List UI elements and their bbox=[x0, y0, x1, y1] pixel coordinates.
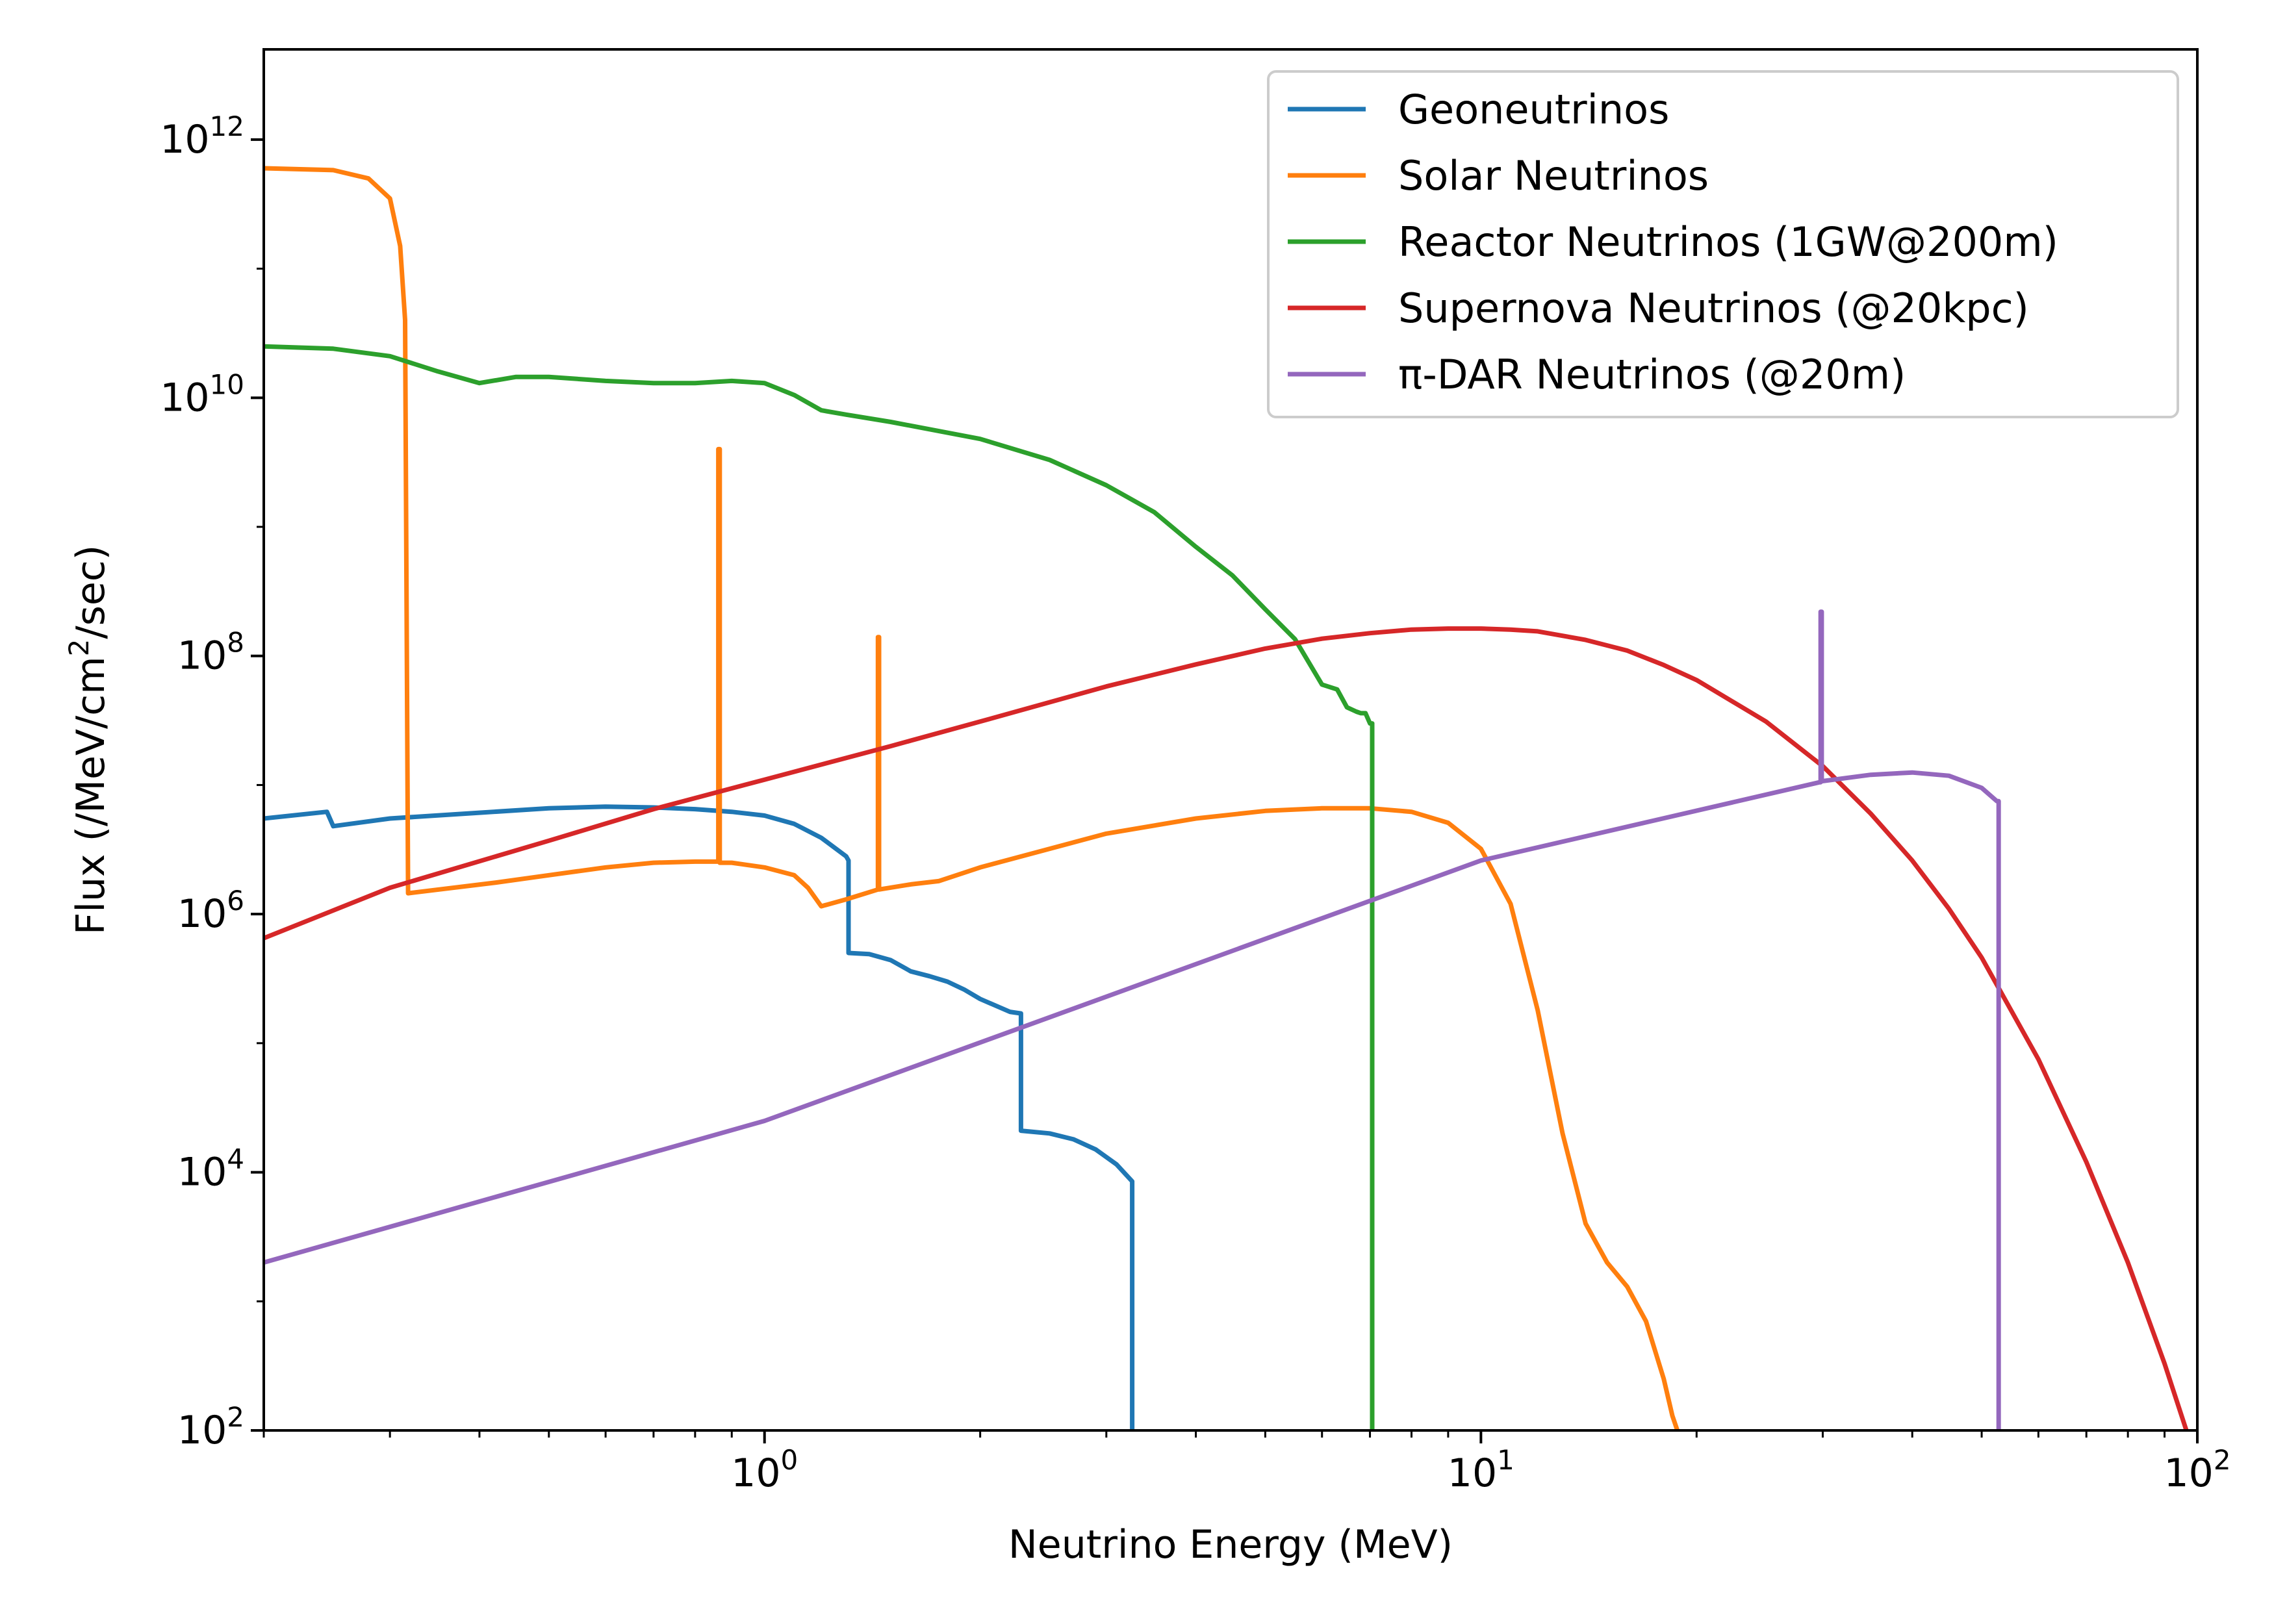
y-axis-ticks: 102 104 106 108 1010 1012 bbox=[160, 110, 264, 1453]
legend-label-dar-neutrinos-20m: π-DAR Neutrinos (@20m) bbox=[1398, 351, 1906, 398]
legend-label-reactor-neutrinos-1gw-200m: Reactor Neutrinos (1GW@200m) bbox=[1398, 218, 2058, 266]
legend-label-supernova-neutrinos-20kpc: Supernova Neutrinos (@20kpc) bbox=[1398, 285, 2029, 332]
series-line-geoneutrinos bbox=[264, 804, 1135, 1430]
series-line-supernova-neutrinos-20kpc bbox=[264, 626, 2189, 1430]
y-tick-label: 108 bbox=[177, 627, 244, 679]
legend-label-geoneutrinos: Geoneutrinos bbox=[1398, 86, 1669, 133]
y-axis-label: Flux (/MeV/cm2/sec) bbox=[63, 545, 114, 935]
series-line-reactor-neutrinos-1gw-200m bbox=[264, 344, 1375, 1430]
legend-label-solar-neutrinos: Solar Neutrinos bbox=[1398, 152, 1709, 199]
x-tick-label: 101 bbox=[1448, 1444, 1514, 1496]
series-group bbox=[264, 166, 2189, 1430]
series-line-solar-neutrinos bbox=[264, 166, 1680, 1430]
y-tick-label: 1012 bbox=[160, 110, 244, 162]
y-tick-label: 1010 bbox=[160, 368, 244, 420]
legend: Geoneutrinos Solar Neutrinos Reactor Neutr… bbox=[1267, 70, 2179, 418]
series-line-dar-neutrinos-20m bbox=[264, 609, 2001, 1430]
legend-entries: Geoneutrinos Solar Neutrinos Reactor Neutr… bbox=[1288, 86, 2058, 398]
x-axis-ticks: 100 101 102 bbox=[262, 1430, 2231, 1496]
y-tick-label: 102 bbox=[177, 1401, 244, 1453]
plot-frame bbox=[262, 48, 2199, 1432]
x-axis-label: Neutrino Energy (MeV) bbox=[1008, 1522, 1453, 1567]
legend-box bbox=[1267, 70, 2179, 418]
x-tick-label: 102 bbox=[2164, 1444, 2230, 1496]
y-tick-label: 104 bbox=[177, 1143, 244, 1195]
x-tick-label: 100 bbox=[731, 1444, 798, 1496]
y-tick-label: 106 bbox=[177, 885, 244, 937]
